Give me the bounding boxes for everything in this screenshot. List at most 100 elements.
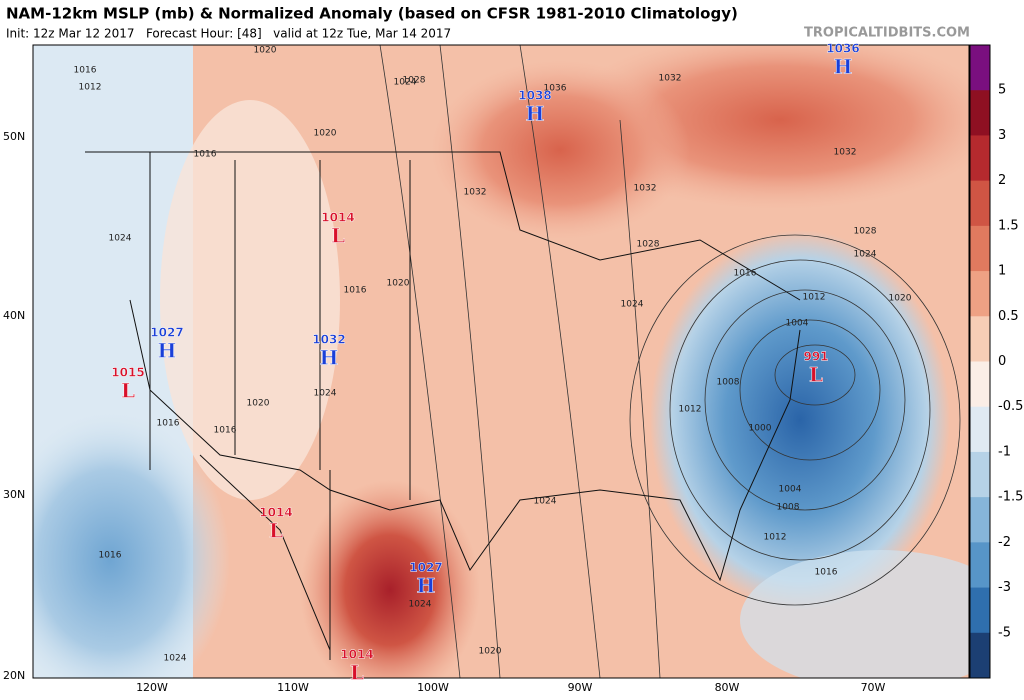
colorbar-band xyxy=(970,180,990,227)
isobar-label: 1028 xyxy=(637,240,660,250)
lat-label: 50N xyxy=(3,130,25,143)
colorbar-frame xyxy=(969,44,991,679)
center-symbol: L xyxy=(269,519,283,543)
colorbar-label: -5 xyxy=(998,625,1011,640)
lon-label: 80W xyxy=(715,681,740,694)
center-symbol: H xyxy=(417,574,436,598)
isobar-label: 1016 xyxy=(214,426,237,436)
isobar-label: 1032 xyxy=(659,74,682,84)
isobar-label: 1032 xyxy=(464,188,487,198)
isobar-label: 1024 xyxy=(534,497,557,507)
center-value: 1014 xyxy=(340,648,373,662)
center-value: 1036 xyxy=(826,42,859,56)
center-value: 1015 xyxy=(111,366,144,380)
center-value: 1038 xyxy=(518,89,551,103)
isobar-label: 1024 xyxy=(164,654,187,664)
center-symbol: L xyxy=(809,363,823,387)
isobar-label: 1004 xyxy=(779,485,802,495)
isobar-label: 1016 xyxy=(74,66,97,76)
colorbar-label: -1 xyxy=(998,444,1011,459)
colorbar-label: -2 xyxy=(998,535,1011,550)
isobar-label: 1016 xyxy=(194,150,217,160)
colorbar-label: -3 xyxy=(998,580,1011,595)
colorbar-band xyxy=(970,497,990,543)
isobar-label: 1024 xyxy=(109,234,132,244)
isobars xyxy=(379,45,961,678)
watermark: TROPICALTIDBITS.COM xyxy=(804,26,970,41)
colorbar-band xyxy=(970,45,990,91)
isobar-label: 1020 xyxy=(254,46,277,56)
center-value: 1027 xyxy=(409,561,442,575)
center-symbol: H xyxy=(158,339,177,363)
colorbar-band xyxy=(970,406,990,453)
colorbar-label: 3 xyxy=(998,128,1006,143)
lat-label: 40N xyxy=(3,309,25,322)
center-value: 991 xyxy=(803,350,828,364)
lon-label: 100W xyxy=(417,681,449,694)
center-symbol: L xyxy=(350,661,364,685)
colorbar-band xyxy=(970,271,990,317)
map-frame xyxy=(32,44,970,679)
isobar-label: 1012 xyxy=(764,533,787,543)
colorbar-band xyxy=(970,587,990,634)
subtitle: Init: 12z Mar 12 2017 Forecast Hour: [48… xyxy=(6,27,451,41)
isobar-label: 1016 xyxy=(99,551,122,561)
colorbar-band xyxy=(970,451,990,498)
isobar-label: 1024 xyxy=(621,300,644,310)
center-value: 1032 xyxy=(312,333,345,347)
colorbar-band xyxy=(970,632,990,679)
isobar-label: 1036 xyxy=(544,84,567,94)
isobar-label: 1032 xyxy=(834,148,857,158)
center-value: 1014 xyxy=(259,506,292,520)
isobar-label: 1016 xyxy=(344,286,367,296)
isobar-label: 1004 xyxy=(786,319,809,329)
isobar-label: 1016 xyxy=(157,419,180,429)
isobar-label: 1028 xyxy=(854,227,877,237)
isobar-label: 1020 xyxy=(479,647,502,657)
colorbar-band xyxy=(970,135,990,182)
colorbar-band xyxy=(970,361,990,408)
center-symbol: H xyxy=(320,346,339,370)
isobar-label: 1012 xyxy=(79,83,102,93)
colorbar-label: 1.5 xyxy=(998,218,1019,233)
colorbar-label: 0.5 xyxy=(998,309,1019,324)
isobar-label: 1008 xyxy=(717,378,740,388)
colorbar-label: 0 xyxy=(998,354,1006,369)
lon-label: 110W xyxy=(277,681,309,694)
colorbar-band xyxy=(970,90,990,136)
colorbar-label: -1.5 xyxy=(998,490,1023,505)
colorbar-label: -0.5 xyxy=(998,399,1023,414)
isobar-label: 1020 xyxy=(387,279,410,289)
isobar-label: 1024 xyxy=(409,600,432,610)
center-value: 1014 xyxy=(321,211,354,225)
lat-label: 30N xyxy=(3,488,25,501)
colorbar-label: 1 xyxy=(998,264,1006,279)
lon-label: 120W xyxy=(136,681,168,694)
map xyxy=(33,45,969,678)
title: NAM-12km MSLP (mb) & Normalized Anomaly … xyxy=(6,5,738,23)
isobar-label: 1024 xyxy=(314,389,337,399)
isobar-label: 1020 xyxy=(314,129,337,139)
isobar-label: 1032 xyxy=(634,184,657,194)
isobar-label: 1028 xyxy=(403,76,426,86)
borders xyxy=(85,151,801,660)
isobar-label: 1016 xyxy=(815,568,838,578)
isobar-label: 1000 xyxy=(749,424,772,434)
colorbar-band xyxy=(970,225,990,272)
colorbar-label: 5 xyxy=(998,83,1006,98)
lon-label: 90W xyxy=(568,681,593,694)
isobar-label: 1020 xyxy=(889,294,912,304)
center-value: 1027 xyxy=(150,326,183,340)
colorbar-band xyxy=(970,316,990,362)
isobar-label: 1016 xyxy=(734,269,757,279)
isobar-label: 1008 xyxy=(777,503,800,513)
center-symbol: H xyxy=(834,55,853,79)
center-symbol: H xyxy=(526,102,545,126)
isobar-label: 1012 xyxy=(803,293,826,303)
colorbar-band xyxy=(970,542,990,589)
isobar-label: 1024 xyxy=(394,78,417,88)
lon-label: 70W xyxy=(861,681,886,694)
isobar-label: 1012 xyxy=(679,405,702,415)
colorbar-label: 2 xyxy=(998,173,1006,188)
